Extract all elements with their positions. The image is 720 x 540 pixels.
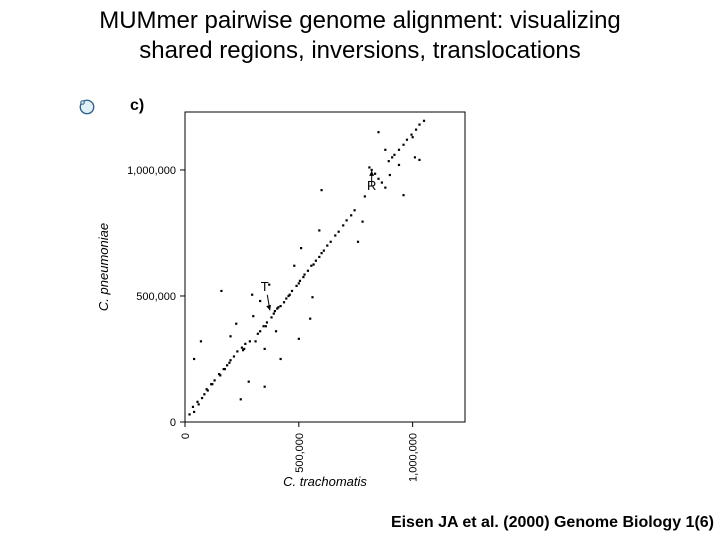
title-line-1: MUMmer pairwise genome alignment: visual… xyxy=(99,7,621,34)
svg-text:1,000,000: 1,000,000 xyxy=(127,165,176,177)
svg-text:C. trachomatis: C. trachomatis xyxy=(283,474,367,489)
svg-text:0: 0 xyxy=(170,417,176,429)
citation-text: Eisen JA et al. (2000) Genome Biology 1(… xyxy=(391,514,714,532)
slide-title: MUMmer pairwise genome alignment: visual… xyxy=(50,6,670,66)
svg-text:500,000: 500,000 xyxy=(136,291,176,303)
svg-text:500,000: 500,000 xyxy=(294,433,306,473)
svg-text:C. pneumoniae: C. pneumoniae xyxy=(96,223,111,311)
title-line-2: shared regions, inversions, translocatio… xyxy=(139,37,581,64)
dotplot-chart: c) 0 500,000 1,000,000 0 500,000 1,000,000 C. p… xyxy=(90,92,480,492)
dotplot-svg: c) 0 500,000 1,000,000 0 500,000 1,000,000 C. p… xyxy=(90,92,480,492)
svg-text:T: T xyxy=(261,279,269,294)
svg-text:0: 0 xyxy=(180,433,192,439)
svg-text:1,000,000: 1,000,000 xyxy=(408,433,420,482)
svg-text:c): c) xyxy=(130,97,144,114)
